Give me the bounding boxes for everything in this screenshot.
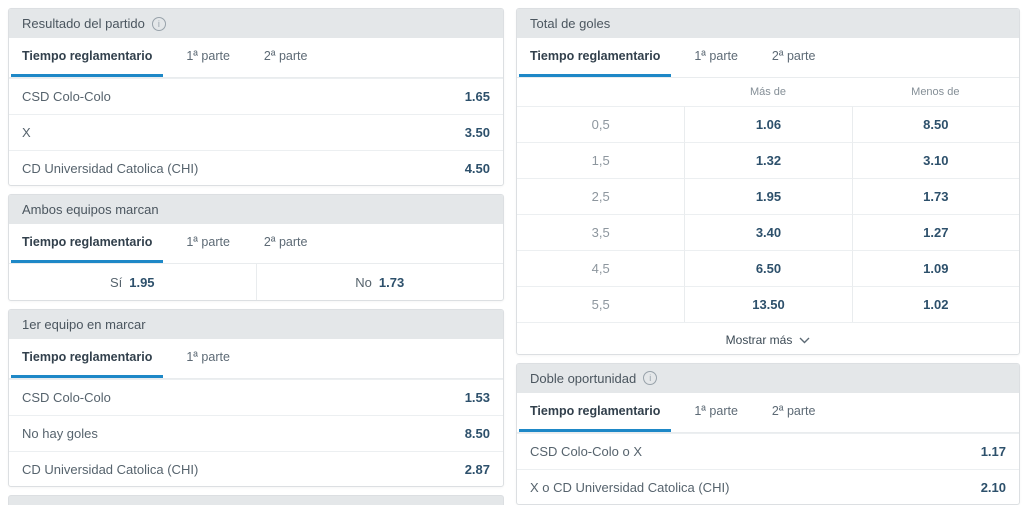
selection-label: CD Universidad Catolica (CHI)	[22, 161, 199, 176]
panel-title: 1er equipo en marcar	[22, 317, 146, 333]
left-column: Resultado del partido i Tiempo reglament…	[8, 8, 504, 505]
panel-header-total-goals: Total de goles	[517, 9, 1019, 38]
odds-value: 8.50	[464, 426, 490, 442]
odds-value: 2.87	[464, 462, 490, 478]
goal-line-label: 1,5	[517, 142, 685, 178]
odds-row-no-goals[interactable]: No hay goles 8.50	[9, 415, 503, 451]
show-more-label: Mostrar más	[725, 332, 793, 347]
partial-panel-header	[8, 495, 504, 505]
panel-double-chance: Doble oportunidad i Tiempo reglamentario…	[516, 362, 1020, 505]
panel-title: Total de goles	[530, 16, 611, 31]
column-header-over: Más de	[749, 86, 787, 98]
odds-row-draw[interactable]: X 3.50	[9, 114, 503, 150]
goal-line-label: 2,5	[517, 178, 685, 214]
odds-cell-under[interactable]: 3.10	[851, 142, 1019, 178]
info-icon[interactable]: i	[643, 371, 658, 386]
tab-second-half[interactable]: 2ª parte	[771, 403, 816, 418]
odds-row-draw-or-away[interactable]: X o CD Universidad Catolica (CHI) 2.10	[517, 468, 1019, 504]
panel-first-team-to-score: 1er equipo en marcar Tiempo reglamentari…	[8, 309, 504, 487]
goal-line-label: 4,5	[517, 250, 685, 286]
goal-line-label: 5,5	[517, 286, 685, 322]
tab-bar-first-team-to-score: Tiempo reglamentario 1ª parte	[9, 339, 503, 380]
goal-line-label: 0,5	[517, 106, 685, 142]
tab-second-half[interactable]: 2ª parte	[771, 49, 816, 63]
yes-no-row: Sí 1.95 No 1.73	[9, 263, 504, 301]
odds-value: 1.95	[129, 274, 155, 290]
odds-cell-under[interactable]: 1.02	[851, 286, 1019, 322]
panel-title: Resultado del partido	[22, 16, 145, 31]
panel-title: Ambos equipos marcan	[22, 201, 159, 217]
odds-value: 1.73	[378, 274, 405, 290]
tab-first-half[interactable]: 1ª parte	[186, 350, 230, 365]
panel-header-double-chance: Doble oportunidad i	[517, 363, 1019, 393]
chevron-down-icon	[799, 337, 810, 344]
odds-cell-over[interactable]: 3.40	[684, 214, 852, 250]
odds-cell-under[interactable]: 1.73	[851, 178, 1019, 214]
tab-bar-both-teams-score: Tiempo reglamentario 1ª parte 2ª parte	[9, 224, 503, 264]
odds-value: 4.50	[464, 161, 490, 176]
odds-row-away[interactable]: CD Universidad Catolica (CHI) 2.87	[9, 451, 503, 486]
odds-cell-over[interactable]: 6.50	[684, 250, 852, 286]
odds-cell-under[interactable]: 1.09	[851, 250, 1019, 286]
column-header-under: Menos de	[911, 86, 960, 98]
odds-value: 1.53	[464, 390, 490, 406]
right-column: Total de goles Tiempo reglamentario 1ª p…	[516, 8, 1020, 505]
tab-full-time[interactable]: Tiempo reglamentario	[11, 224, 164, 263]
panel-title: Doble oportunidad	[530, 370, 637, 386]
selection-label: No hay goles	[22, 426, 98, 442]
panel-both-teams-score: Ambos equipos marcan Tiempo reglamentari…	[8, 193, 504, 302]
show-more-button[interactable]: Mostrar más	[517, 322, 1019, 354]
panel-header-both-teams-score: Ambos equipos marcan	[9, 194, 503, 224]
odds-cell-under[interactable]: 8.50	[851, 106, 1019, 142]
odds-cell-yes[interactable]: Sí 1.95	[9, 264, 256, 300]
odds-value: 1.65	[464, 89, 490, 104]
tab-second-half[interactable]: 2ª parte	[263, 234, 308, 249]
tab-full-time[interactable]: Tiempo reglamentario	[11, 38, 164, 77]
tab-first-half[interactable]: 1ª parte	[186, 234, 230, 249]
total-goals-table: Más de Menos de 0,5 1.06 8.50 1,5 1.32 3…	[517, 78, 1019, 322]
odds-cell-over[interactable]: 1.06	[684, 106, 852, 142]
tab-first-half[interactable]: 1ª parte	[694, 403, 738, 418]
selection-label: No	[355, 274, 372, 290]
panel-header-match-result: Resultado del partido i	[9, 9, 503, 38]
selection-label: CD Universidad Catolica (CHI)	[22, 462, 199, 478]
selection-label: CSD Colo-Colo	[22, 89, 111, 104]
odds-cell-over[interactable]: 13.50	[684, 286, 852, 322]
tab-bar-total-goals: Tiempo reglamentario 1ª parte 2ª parte	[517, 38, 1019, 78]
tab-first-half[interactable]: 1ª parte	[186, 49, 230, 63]
odds-cell-under[interactable]: 1.27	[851, 214, 1019, 250]
odds-row-home[interactable]: CSD Colo-Colo 1.65	[9, 78, 503, 114]
tab-bar-double-chance: Tiempo reglamentario 1ª parte 2ª parte	[517, 393, 1019, 433]
selection-label: Sí	[109, 274, 123, 290]
tab-full-time[interactable]: Tiempo reglamentario	[11, 339, 164, 379]
odds-cell-no[interactable]: No 1.73	[255, 263, 504, 301]
tab-full-time[interactable]: Tiempo reglamentario	[519, 38, 672, 77]
panel-header-first-team-to-score: 1er equipo en marcar	[9, 310, 503, 340]
odds-row-home-or-draw[interactable]: CSD Colo-Colo o X 1.17	[517, 432, 1019, 469]
odds-value: 2.10	[980, 479, 1006, 495]
tab-bar-match-result: Tiempo reglamentario 1ª parte 2ª parte	[9, 38, 503, 78]
goal-line-label: 3,5	[517, 214, 685, 250]
selection-label: X o CD Universidad Catolica (CHI)	[530, 479, 730, 495]
column-header-empty	[517, 78, 684, 106]
info-icon[interactable]: i	[151, 16, 166, 31]
selection-label: X	[22, 125, 31, 140]
panel-total-goals: Total de goles Tiempo reglamentario 1ª p…	[516, 8, 1020, 355]
odds-row-away[interactable]: CD Universidad Catolica (CHI) 4.50	[9, 150, 503, 185]
odds-cell-over[interactable]: 1.32	[684, 142, 852, 178]
selection-label: CSD Colo-Colo o X	[530, 443, 642, 459]
tab-full-time[interactable]: Tiempo reglamentario	[519, 393, 672, 432]
selection-label: CSD Colo-Colo	[22, 390, 111, 406]
tab-first-half[interactable]: 1ª parte	[694, 49, 738, 63]
odds-row-home[interactable]: CSD Colo-Colo 1.53	[9, 379, 503, 415]
odds-value: 1.17	[980, 443, 1006, 459]
odds-cell-over[interactable]: 1.95	[684, 178, 852, 214]
odds-value: 3.50	[464, 125, 490, 140]
tab-second-half[interactable]: 2ª parte	[263, 49, 308, 63]
panel-match-result: Resultado del partido i Tiempo reglament…	[8, 8, 504, 186]
